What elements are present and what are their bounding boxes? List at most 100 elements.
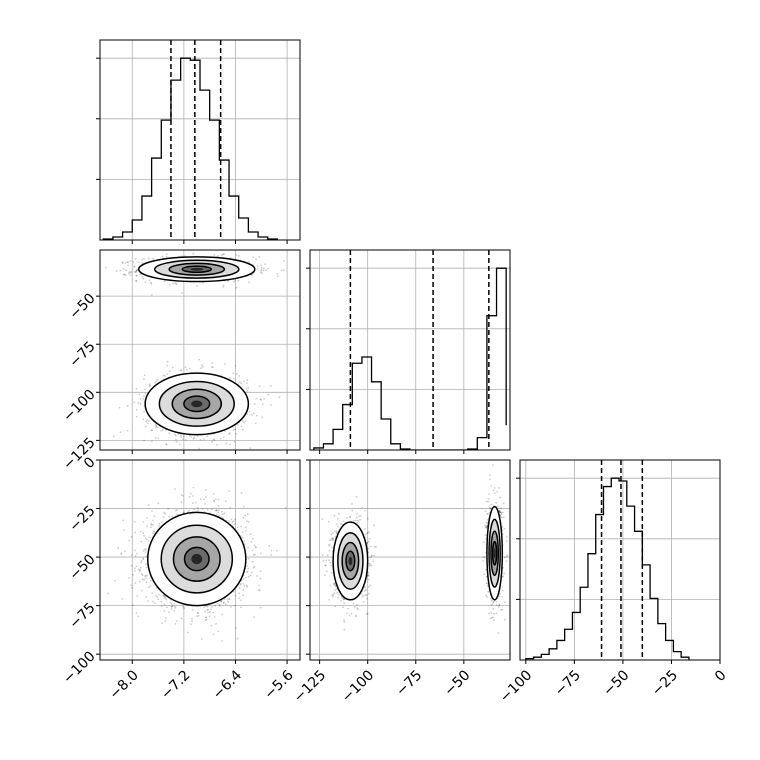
scatter-point	[334, 605, 337, 608]
scatter-point	[209, 610, 211, 613]
scatter-point	[217, 254, 220, 257]
scatter-point	[197, 614, 200, 617]
y-tick-label: 0	[81, 454, 99, 472]
scatter-point	[228, 520, 230, 522]
scatter-point	[224, 430, 227, 432]
scatter-point	[333, 583, 336, 586]
scatter-point	[147, 257, 150, 260]
scatter-point	[143, 439, 146, 442]
scatter-panel-0-1: −125−100−75−50	[60, 249, 301, 473]
scatter-point	[340, 599, 343, 602]
scatter-point	[128, 271, 131, 274]
scatter-point	[203, 498, 205, 501]
scatter-point	[255, 397, 258, 400]
scatter-point	[212, 499, 215, 502]
scatter-point	[164, 620, 167, 622]
scatter-point	[127, 264, 129, 267]
scatter-point	[215, 498, 217, 501]
scatter-point	[142, 558, 145, 561]
scatter-point	[124, 274, 127, 277]
scatter-point	[130, 565, 133, 567]
scatter-point	[175, 283, 178, 286]
scatter-point	[150, 282, 153, 285]
scatter-panel-0-1-border	[99, 249, 301, 451]
scatter-point	[193, 436, 195, 439]
scatter-point	[207, 611, 209, 614]
scatter-point	[146, 525, 148, 528]
scatter-point	[227, 280, 230, 282]
scatter-point	[204, 610, 207, 613]
histogram-step	[102, 57, 279, 240]
scatter-point	[208, 615, 211, 618]
scatter-point	[198, 447, 200, 450]
scatter-point	[181, 292, 184, 294]
scatter-point	[258, 256, 261, 258]
scatter-point	[240, 606, 242, 609]
x-tick-label: −7.2	[158, 667, 193, 702]
scatter-point	[137, 402, 140, 404]
scatter-point	[234, 364, 237, 367]
scatter-point	[283, 260, 285, 262]
scatter-point	[135, 270, 137, 273]
scatter-point	[149, 580, 152, 582]
scatter-point	[252, 412, 255, 415]
scatter-point	[355, 495, 358, 498]
scatter-point	[115, 270, 118, 272]
scatter-point	[150, 524, 153, 526]
scatter-point	[236, 373, 238, 375]
scatter-point	[162, 594, 165, 597]
scatter-point	[242, 577, 245, 580]
scatter-point	[147, 504, 150, 506]
scatter-point	[176, 513, 179, 516]
scatter-point	[253, 544, 256, 547]
scatter-point	[174, 488, 176, 490]
scatter-point	[205, 488, 207, 491]
scatter-point	[173, 603, 175, 605]
scatter-point	[245, 571, 248, 573]
scatter-point	[134, 567, 136, 570]
scatter-point	[328, 599, 331, 601]
scatter-point	[193, 508, 196, 511]
scatter-point	[121, 261, 123, 264]
scatter-point	[139, 569, 142, 571]
scatter-point	[234, 523, 236, 525]
scatter-point	[152, 600, 154, 603]
scatter-point	[276, 550, 278, 552]
scatter-point	[369, 563, 372, 565]
scatter-point	[225, 442, 228, 445]
scatter-point	[206, 435, 209, 438]
scatter-point	[335, 523, 338, 525]
scatter-point	[200, 638, 203, 640]
scatter-point	[217, 505, 220, 507]
scatter-point	[118, 406, 121, 409]
x-tick-label: −5.6	[261, 667, 296, 702]
scatter-point	[282, 269, 285, 271]
scatter-point	[332, 593, 335, 596]
scatter-point	[180, 501, 183, 504]
scatter-point	[139, 530, 142, 533]
scatter-point	[144, 392, 147, 395]
scatter-point	[160, 605, 163, 608]
scatter-point	[172, 282, 174, 285]
scatter-point	[201, 507, 204, 510]
scatter-point	[246, 585, 249, 588]
scatter-point	[178, 443, 181, 446]
scatter-point	[235, 254, 238, 256]
scatter-point	[143, 374, 146, 377]
density-contour	[146, 511, 247, 607]
scatter-point	[226, 598, 229, 601]
scatter-point	[126, 261, 128, 264]
scatter-point	[164, 512, 167, 515]
scatter-point	[205, 605, 208, 608]
scatter-point	[145, 596, 148, 598]
scatter-point	[239, 599, 242, 601]
scatter-point	[148, 279, 151, 282]
scatter-point	[284, 507, 287, 510]
scatter-point	[234, 428, 236, 431]
scatter-panel-0-2-plot-area	[100, 460, 300, 660]
scatter-point	[163, 597, 166, 600]
scatter-point	[251, 273, 253, 276]
scatter-point	[229, 377, 231, 379]
scatter-point	[240, 425, 243, 428]
scatter-point	[248, 557, 250, 560]
